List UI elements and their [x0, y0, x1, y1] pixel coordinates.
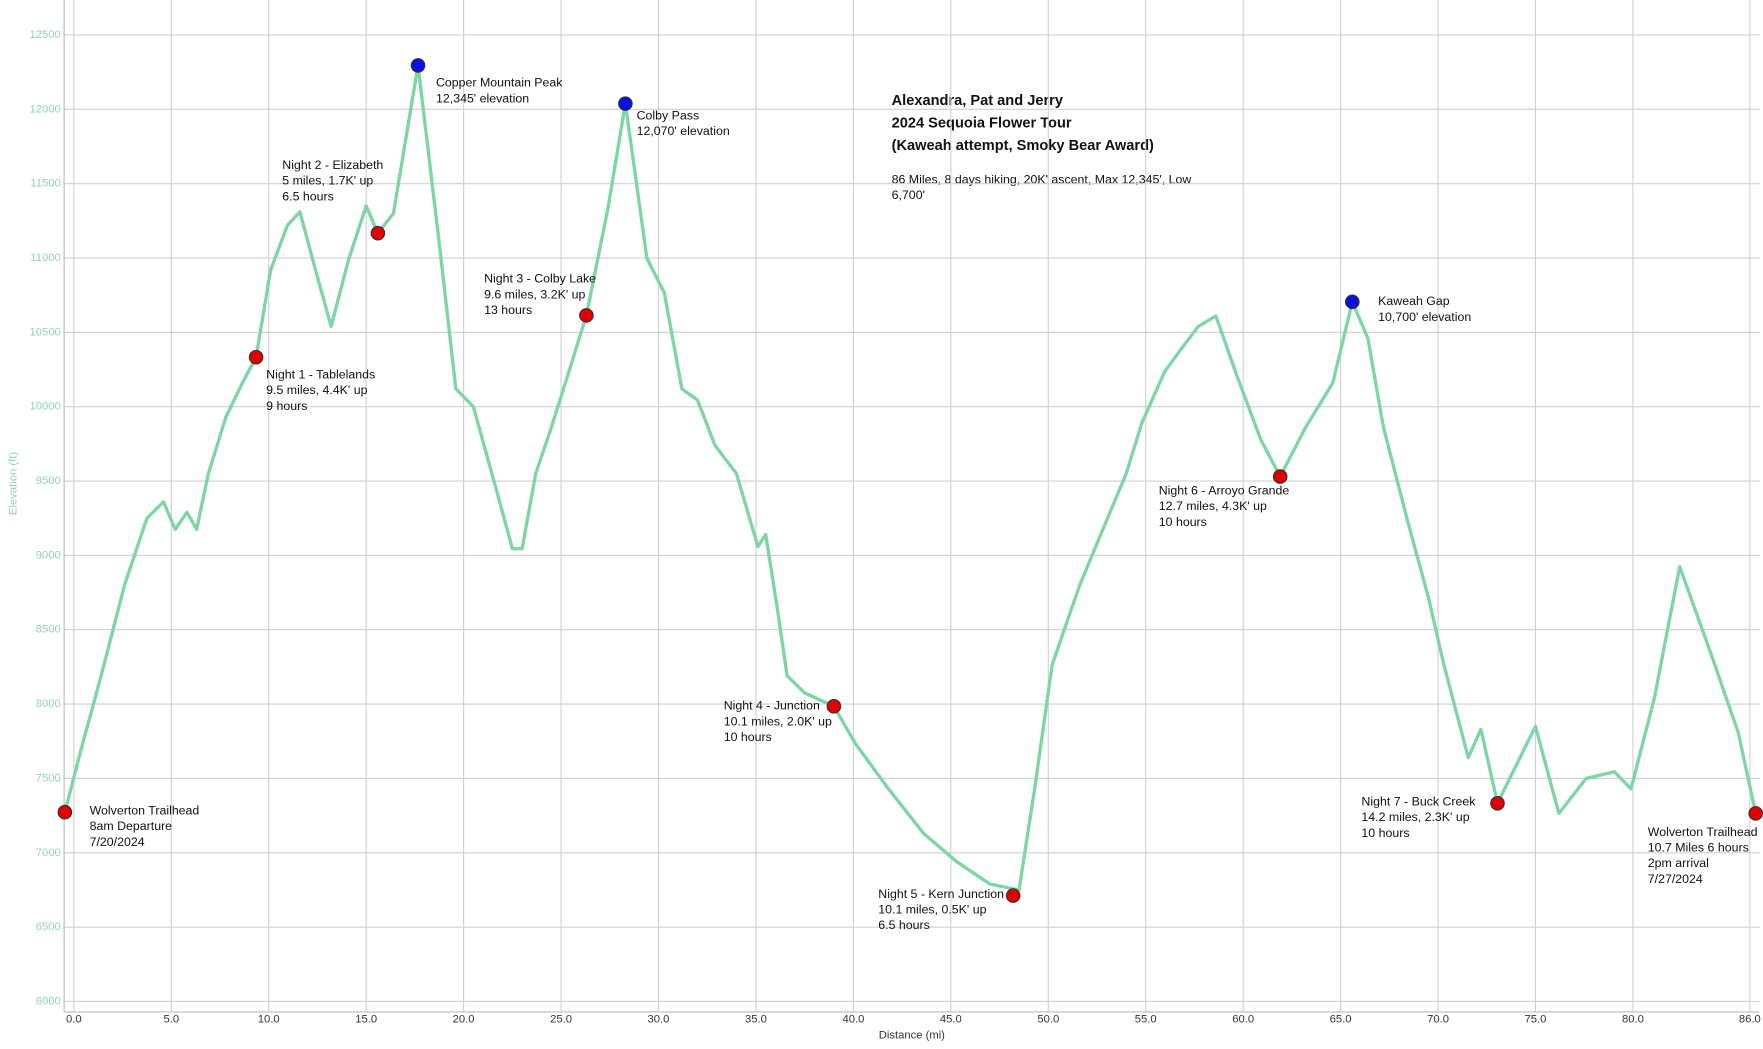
marker-label: 10.1 miles, 2.0K' up	[724, 714, 832, 728]
y-tick-label: 6000	[36, 995, 61, 1007]
x-tick-label: 65.0	[1330, 1014, 1352, 1026]
x-tick-label: 10.0	[258, 1014, 280, 1026]
marker-label: Kaweah Gap	[1378, 294, 1450, 308]
marker-label: 14.2 miles, 2.3K' up	[1361, 810, 1469, 824]
marker-label: 5 miles, 1.7K' up	[282, 174, 373, 188]
x-tick-label: 45.0	[940, 1014, 962, 1026]
y-tick-label: 11500	[30, 178, 60, 190]
marker-label: 7/20/2024	[90, 835, 145, 849]
marker-label: 13 hours	[484, 303, 532, 317]
marker-dot	[1344, 294, 1360, 310]
title-line: 2024 Sequoia Flower Tour	[892, 116, 1072, 132]
marker-dot	[1272, 469, 1288, 484]
x-tick-label: 25.0	[550, 1014, 572, 1026]
y-tick-label: 7000	[36, 847, 61, 859]
y-tick-label: 7500	[36, 772, 61, 784]
y-tick-label: 9000	[36, 549, 61, 561]
y-tick-label: 6500	[36, 921, 61, 933]
marker-label: 12,070' elevation	[637, 124, 730, 138]
marker-dot	[1748, 806, 1763, 821]
y-tick-label: 11000	[30, 252, 60, 264]
marker-label: 2pm arrival	[1648, 856, 1709, 870]
marker-label: 8am Departure	[90, 819, 173, 833]
x-tick-label: 60.0	[1232, 1014, 1254, 1026]
y-axis-label: Elevation (ft)	[7, 452, 19, 515]
marker-label: 10 hours	[724, 730, 772, 744]
marker-label: 12.7 miles, 4.3K' up	[1159, 499, 1267, 513]
y-tick-label: 10500	[29, 326, 60, 338]
marker-label: Wolverton Trailhead	[90, 803, 200, 817]
x-tick-label: 80.0	[1622, 1014, 1644, 1026]
marker-dot	[410, 58, 426, 73]
title-line: Alexandra, Pat and Jerry	[892, 93, 1064, 109]
marker-label: Copper Mountain Peak	[436, 76, 563, 90]
x-tick-label: 5.0	[163, 1014, 179, 1026]
marker-label: 6.5 hours	[282, 189, 334, 203]
title-line: (Kaweah attempt, Smoky Bear Award)	[892, 138, 1154, 154]
marker-label: 7/27/2024	[1648, 872, 1703, 886]
x-tick-label: 20.0	[453, 1014, 475, 1026]
marker-label: 10.7 Miles 6 hours	[1648, 841, 1749, 855]
marker-dot	[826, 699, 842, 714]
marker-dot	[1005, 888, 1021, 903]
x-tick-label: 70.0	[1427, 1014, 1449, 1026]
marker-dot	[1490, 795, 1505, 811]
elevation-line	[63, 63, 1758, 892]
marker-label: Wolverton Trailhead	[1648, 825, 1758, 839]
marker-label: Night 4 - Junction	[724, 699, 820, 713]
marker-label: 9 hours	[266, 399, 307, 413]
marker-dot	[579, 308, 594, 323]
marker-dot	[618, 96, 633, 111]
marker-label: 6.5 hours	[878, 918, 930, 932]
y-tick-label: 12000	[29, 103, 60, 115]
marker-dot	[370, 225, 386, 241]
marker-label: Night 5 - Kern Junction	[878, 887, 1004, 901]
marker-dot	[248, 349, 264, 365]
marker-dot	[57, 804, 73, 820]
marker-label: 9.6 miles, 3.2K' up	[484, 287, 585, 301]
x-tick-label: 50.0	[1037, 1014, 1059, 1026]
marker-label: Night 2 - Elizabeth	[282, 158, 383, 172]
x-tick-label: 75.0	[1525, 1014, 1547, 1026]
y-tick-label: 10000	[29, 401, 60, 413]
marker-label: 10 hours	[1159, 515, 1207, 529]
marker-label: Colby Pass	[637, 108, 700, 122]
y-tick-label: 12500	[29, 29, 60, 41]
x-tick-label: 55.0	[1135, 1014, 1157, 1026]
x-tick-label: 0.0	[66, 1014, 82, 1026]
x-tick-label: 35.0	[745, 1014, 767, 1026]
marker-label: Night 7 - Buck Creek	[1361, 794, 1476, 808]
marker-label: 12,345' elevation	[436, 91, 529, 105]
x-tick-label: 40.0	[842, 1014, 864, 1026]
marker-label: 10.1 miles, 0.5K' up	[878, 902, 986, 916]
marker-label: Night 3 - Colby Lake	[484, 272, 596, 286]
y-tick-label: 9500	[36, 475, 61, 487]
y-tick-label: 8000	[36, 698, 61, 710]
marker-label: 9.5 miles, 4.4K' up	[266, 383, 367, 397]
marker-label: 10,700' elevation	[1378, 310, 1471, 324]
x-tick-label: 86.0	[1739, 1014, 1761, 1026]
y-tick-label: 8500	[36, 624, 61, 636]
marker-label: Night 6 - Arroyo Grande	[1159, 483, 1290, 497]
subtitle: 86 Miles, 8 days hiking, 20K' ascent, Ma…	[891, 173, 1192, 203]
subtitle-box: 86 Miles, 8 days hiking, 20K' ascent, Ma…	[891, 173, 1192, 203]
marker-label: 10 hours	[1361, 826, 1409, 840]
x-axis-label: Distance (mi)	[879, 1029, 945, 1041]
x-tick-label: 15.0	[355, 1014, 377, 1026]
x-tick-label: 30.0	[648, 1014, 670, 1026]
marker-label: Night 1 - Tablelands	[266, 367, 375, 381]
